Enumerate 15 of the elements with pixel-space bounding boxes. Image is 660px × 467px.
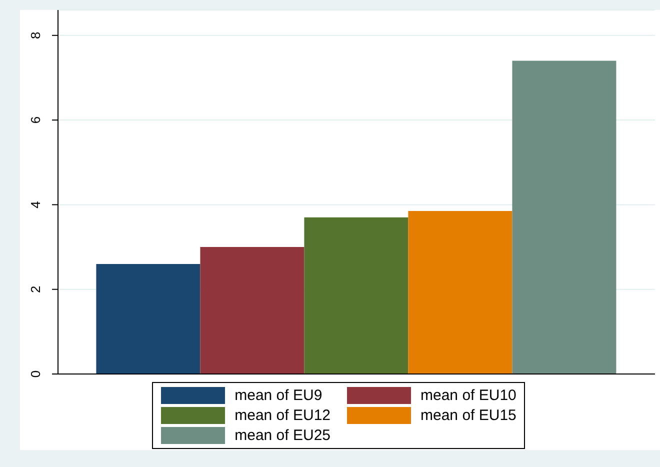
y-tick-label: 2	[28, 286, 43, 293]
y-tick-label: 6	[28, 116, 43, 124]
legend-label: mean of EU12	[234, 407, 330, 424]
legend-label: mean of EU25	[234, 427, 330, 444]
bar	[512, 60, 616, 374]
bar	[304, 217, 408, 374]
bar	[200, 247, 304, 374]
legend-label: mean of EU10	[420, 387, 516, 404]
bar	[96, 264, 200, 374]
y-tick-label: 8	[28, 32, 43, 40]
legend-label: mean of EU9	[234, 387, 322, 404]
y-tick-label: 4	[28, 201, 43, 208]
bar	[408, 211, 512, 374]
y-tick-label: 0	[28, 370, 43, 378]
legend-label: mean of EU15	[420, 407, 516, 424]
